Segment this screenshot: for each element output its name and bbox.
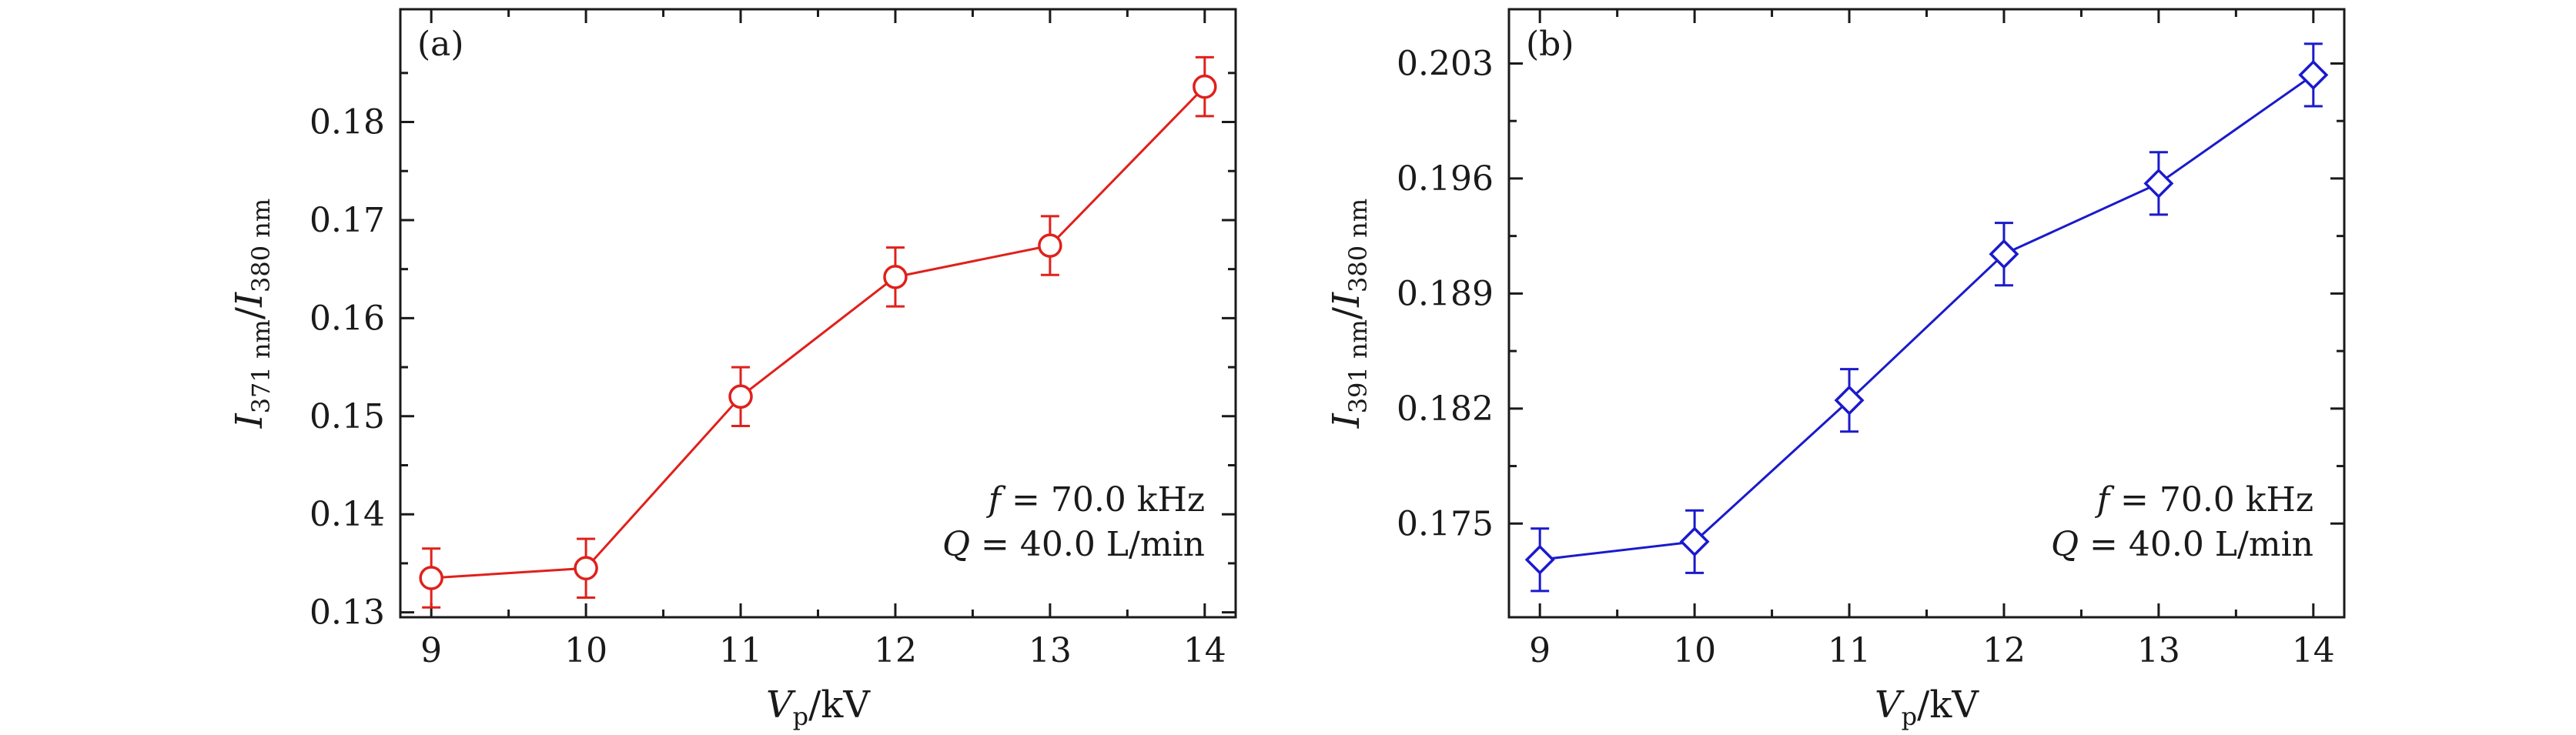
panel-b-annotation-text: = 70.0 kHz xyxy=(2109,480,2313,520)
panel-b-y-axis-label-slash: / xyxy=(1325,306,1368,319)
panel-b-xtick-label: 14 xyxy=(2292,631,2335,670)
panel-a-y-axis-label-sub1: 371 nm xyxy=(246,319,276,413)
panel-b-annotation-symbol: Q xyxy=(2051,525,2079,564)
panel-a-data-point xyxy=(574,556,598,581)
panel-a-x-axis-label-sub: p xyxy=(793,702,808,731)
panel-b-x-axis-label-var: V xyxy=(1875,683,1905,727)
panel-b-xtick-label: 12 xyxy=(1982,631,2026,670)
panel-b-y-axis-label-var2: I xyxy=(1325,292,1368,308)
panel-b-y-axis-label-sub2: 380 nm xyxy=(1343,199,1373,292)
panel-b-ytick-label: 0.203 xyxy=(1397,44,1494,83)
panel-b-annotation: Q = 40.0 L/min xyxy=(2051,525,2313,564)
panel-a-annotation-text: = 70.0 kHz xyxy=(1001,480,1205,520)
panel-b-data-point xyxy=(1989,239,2019,269)
panel-b-xtick-label: 10 xyxy=(1673,631,1716,670)
panel-b-ytick-label: 0.189 xyxy=(1397,274,1494,313)
panel-a-annotation: f = 70.0 kHz xyxy=(986,480,1205,520)
panel-a-ytick-label: 0.13 xyxy=(309,593,385,633)
panel-a-x-axis-label: Vp/kV xyxy=(766,683,871,731)
panel-a-annotation-symbol: Q xyxy=(942,525,970,564)
panel-a-xtick-label: 12 xyxy=(874,631,917,670)
panel-b-data-point xyxy=(1679,526,1710,557)
panel-b-y-axis-label-sub1: 391 nm xyxy=(1343,319,1373,413)
panel-a-ytick-label: 0.18 xyxy=(309,103,385,142)
panel-b-data-point xyxy=(1834,385,1865,416)
panel-b-xtick-label: 11 xyxy=(1828,631,1871,670)
panel-a-x-axis-label-var: V xyxy=(766,683,796,727)
panel-b-data-point xyxy=(1524,544,1555,575)
panel-b-xtick-label: 13 xyxy=(2137,631,2180,670)
panel-a: 9 10 11 12 13 14 0.13 0.14 0.15 0.16 0.17 0.18 (a) f … xyxy=(228,8,1237,731)
panel-a-annotation-text: = 40.0 L/min xyxy=(970,525,1205,564)
panel-b-x-axis-label-sub: p xyxy=(1902,702,1917,731)
panel-a-data-point xyxy=(1038,233,1062,258)
panel-b-x-axis-label: Vp/kV xyxy=(1875,683,1979,731)
panel-b-ytick-label: 0.182 xyxy=(1397,389,1494,429)
panel-a-ytick-label: 0.17 xyxy=(309,201,385,240)
panel-b-ytick-label: 0.196 xyxy=(1397,159,1494,199)
panel-a-y-axis-label-var1: I xyxy=(228,413,271,429)
panel-b: 9 10 11 12 13 14 0.175 0.182 0.189 0.196 0.203 (b) f… xyxy=(1325,8,2346,731)
panel-a-ytick-label: 0.15 xyxy=(309,397,385,436)
panel-a-xtick-label: 10 xyxy=(564,631,607,670)
panel-b-y-axis-label: I391 nm/I380 nm xyxy=(1325,199,1373,429)
panel-b-data-point xyxy=(2298,59,2329,90)
panel-b-data-point xyxy=(2143,168,2174,199)
panel-a-x-axis-label-unit: /kV xyxy=(808,683,871,727)
panel-b-ytick-label: 0.175 xyxy=(1397,504,1494,543)
panel-b-label: (b) xyxy=(1526,25,1574,64)
panel-a-xtick-label: 11 xyxy=(719,631,762,670)
panel-a-annotation: Q = 40.0 L/min xyxy=(942,525,1205,564)
panel-a-xtick-label: 13 xyxy=(1029,631,1072,670)
panel-a-data-point xyxy=(883,265,908,289)
panel-a-series-line xyxy=(431,85,1206,580)
panel-a-data-point xyxy=(419,566,443,590)
panel-a-ytick-label: 0.14 xyxy=(309,495,385,534)
panel-b-annotation-text: = 40.0 L/min xyxy=(2079,525,2313,564)
panel-a-xtick-label: 14 xyxy=(1183,631,1226,670)
panel-b-xtick-label: 9 xyxy=(1529,631,1551,670)
panel-b-x-axis-label-unit: /kV xyxy=(1917,683,1979,727)
panel-a-label: (a) xyxy=(417,25,464,64)
panel-a-data-point xyxy=(728,384,753,409)
panel-a-y-axis-label-slash: / xyxy=(228,306,271,319)
panel-a-xtick-label: 9 xyxy=(420,631,442,670)
panel-b-series-line xyxy=(1540,74,2314,561)
panel-a-y-axis-label: I371 nm/I380 nm xyxy=(228,199,276,429)
panel-a-y-axis-label-var2: I xyxy=(228,292,271,308)
panel-b-annotation: f = 70.0 kHz xyxy=(2095,480,2313,520)
panel-a-data-point xyxy=(1193,74,1217,99)
panel-a-y-axis-label-sub2: 380 nm xyxy=(246,199,276,292)
panel-b-y-axis-label-var1: I xyxy=(1325,413,1368,429)
panel-a-ytick-label: 0.16 xyxy=(309,299,385,338)
